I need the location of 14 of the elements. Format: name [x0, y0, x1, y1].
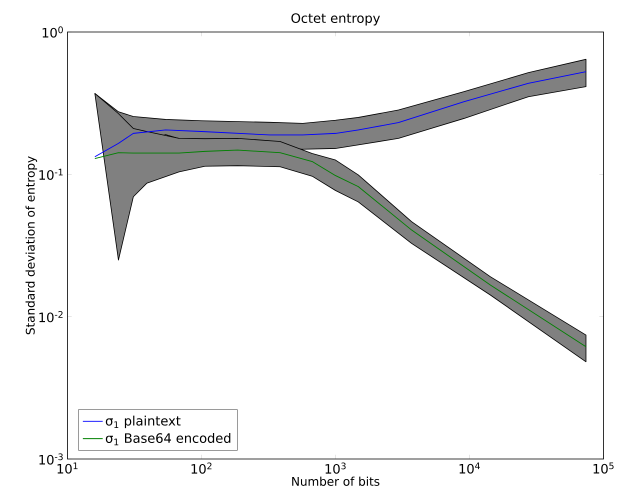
y-tick-label: 10$^{-1}$ — [39, 168, 63, 180]
chart-title: Octet entropy — [291, 13, 380, 26]
x-axis-title: Number of bits — [292, 476, 380, 486]
x-tick-label: 10$^{2}$ — [192, 462, 212, 474]
legend-label: σ$_{1}$ plaintext — [106, 416, 181, 428]
y-tick-label: 10$^{-2}$ — [39, 311, 63, 322]
y-tick-label: 10$^{0}$ — [42, 26, 63, 38]
x-tick-label: 10$^{1}$ — [58, 462, 78, 474]
y-axis-title: Standard deviation of entropy — [26, 156, 38, 334]
legend-label: σ$_{1}$ Base64 encoded — [106, 432, 230, 446]
x-tick-label: 10$^{4}$ — [460, 462, 480, 474]
x-tick-label: 10$^{5}$ — [594, 462, 614, 474]
y-tick-label: 10$^{-3}$ — [39, 453, 63, 465]
x-tick-label: 10$^{3}$ — [326, 462, 346, 474]
